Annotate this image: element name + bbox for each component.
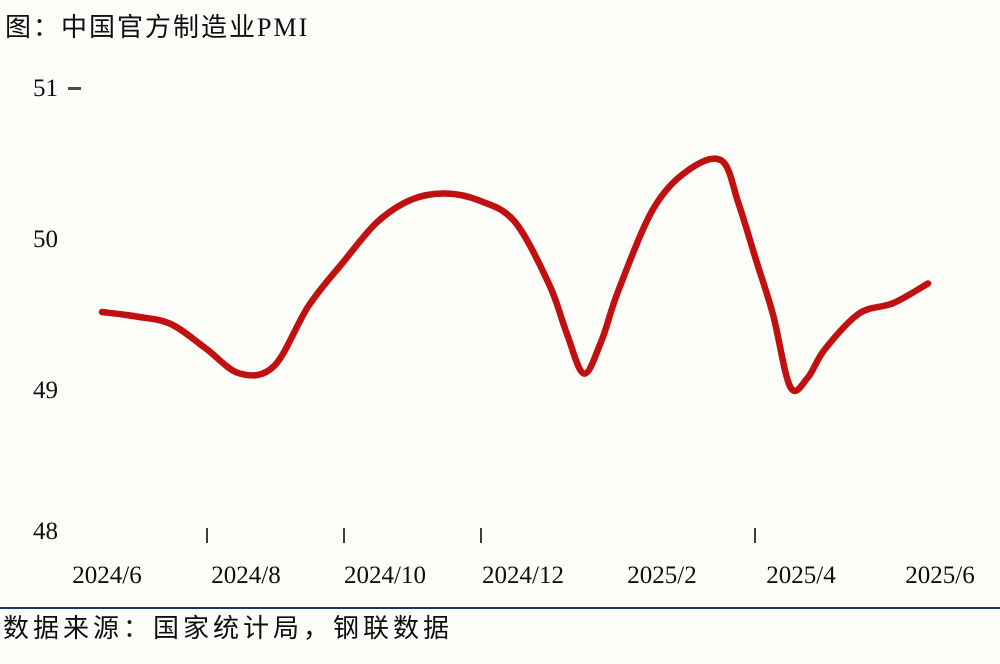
y-tick-label-51: 51 <box>33 75 58 102</box>
source-note: 数据来源：国家统计局，钢联数据 <box>3 614 454 643</box>
pmi-line-series <box>98 155 932 395</box>
x-tick-label-2025-2: 2025/2 <box>627 562 697 589</box>
x-tick-label-2024-8: 2024/8 <box>211 562 281 589</box>
y-tick-label-49: 49 <box>33 377 58 404</box>
x-tick-label-2025-4: 2025/4 <box>766 562 836 589</box>
x-axis-tick-1 <box>206 528 208 543</box>
x-axis-tick-4 <box>754 528 756 543</box>
y-axis-tick-51 <box>68 87 81 90</box>
x-tick-label-2024-10: 2024/10 <box>344 562 426 589</box>
x-axis-tick-3 <box>480 528 482 543</box>
y-tick-label-50: 50 <box>33 226 58 253</box>
x-tick-label-2025-6: 2025/6 <box>905 562 975 589</box>
divider-line <box>0 607 1000 609</box>
x-tick-label-2024-6: 2024/6 <box>72 562 142 589</box>
x-axis-tick-2 <box>343 528 345 543</box>
y-tick-label-48: 48 <box>33 518 58 545</box>
chart-title: 图：中国官方制造业PMI <box>5 13 310 42</box>
x-tick-label-2024-12: 2024/12 <box>482 562 564 589</box>
